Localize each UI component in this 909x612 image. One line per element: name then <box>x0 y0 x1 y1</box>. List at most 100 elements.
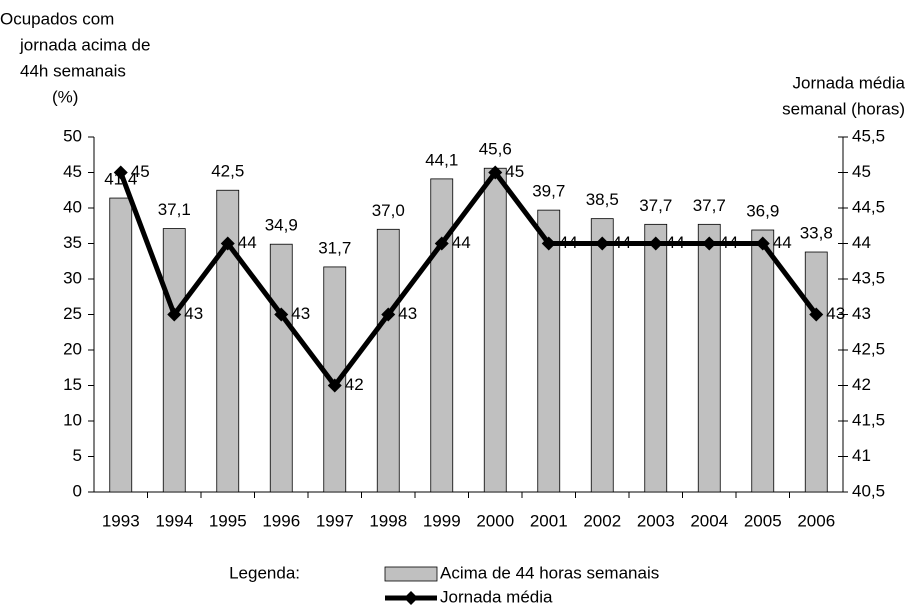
y-tick-label: 0 <box>73 481 82 500</box>
line-value-label: 43 <box>184 304 203 323</box>
y-axis-title: 44h semanais <box>20 61 126 80</box>
y-tick-label: 50 <box>63 126 82 145</box>
y-tick-label: 5 <box>73 446 82 465</box>
bar-value-label: 37,7 <box>693 196 726 215</box>
x-tick-label: 1994 <box>155 511 193 530</box>
y-axis-title: (%) <box>52 87 78 106</box>
bar <box>216 189 240 493</box>
x-tick-label: 1995 <box>209 511 247 530</box>
line-value-label: 44 <box>719 233 738 252</box>
bar <box>430 178 454 493</box>
bar-value-label: 39,7 <box>532 182 565 201</box>
line-value-label: 42 <box>345 375 364 394</box>
line-value-label: 44 <box>773 233 792 252</box>
y2-tick-label: 45,5 <box>852 126 885 145</box>
x-tick-label: 2006 <box>797 511 835 530</box>
line-marker <box>220 236 235 251</box>
bar-value-label: 33,8 <box>800 224 833 243</box>
legend-label: Acima de 44 horas semanais <box>440 563 659 582</box>
bar <box>644 223 668 493</box>
x-tick-label: 2000 <box>476 511 514 530</box>
bar-value-label: 36,9 <box>746 201 779 220</box>
y2-tick-label: 42,5 <box>852 339 885 358</box>
line-marker <box>381 307 396 322</box>
x-tick-label: 2004 <box>690 511 728 530</box>
bar <box>751 229 775 493</box>
x-tick-label: 2003 <box>637 511 675 530</box>
y2-tick-label: 43 <box>852 304 871 323</box>
line-marker <box>327 378 342 393</box>
line-value-label: 45 <box>505 162 524 181</box>
x-tick-label: 2001 <box>530 511 568 530</box>
y-tick-label: 25 <box>63 304 82 323</box>
y2-tick-label: 44 <box>852 233 871 252</box>
bar <box>109 197 133 493</box>
bar <box>537 209 561 493</box>
x-tick-label: 1993 <box>102 511 140 530</box>
line-value-label: 45 <box>131 162 150 181</box>
bar-value-label: 37,0 <box>372 201 405 220</box>
bar <box>590 218 614 493</box>
line-marker <box>702 236 717 251</box>
y2-axis-title: semanal (horas) <box>782 99 905 118</box>
x-tick-label: 2005 <box>744 511 782 530</box>
bar-value-label: 44,1 <box>425 150 458 169</box>
y2-tick-label: 40,5 <box>852 481 885 500</box>
bar-value-label: 34,9 <box>265 216 298 235</box>
line-value-label: 43 <box>291 304 310 323</box>
bar <box>269 243 293 493</box>
x-tick-label: 1999 <box>423 511 461 530</box>
line-marker <box>541 236 556 251</box>
y-tick-label: 45 <box>63 162 82 181</box>
line-value-label: 44 <box>559 233 578 252</box>
y-tick-label: 20 <box>63 339 82 358</box>
bar-value-label: 45,6 <box>479 140 512 159</box>
legend-title: Legenda: <box>229 563 300 582</box>
y-tick-label: 15 <box>63 375 82 394</box>
y2-tick-label: 41,5 <box>852 410 885 429</box>
bar-value-label: 37,1 <box>158 200 191 219</box>
y-axis-title: Ocupados com <box>0 9 114 28</box>
line-marker <box>595 236 610 251</box>
y-tick-label: 40 <box>63 197 82 216</box>
bar <box>804 251 828 493</box>
y2-tick-label: 44,5 <box>852 197 885 216</box>
x-tick-label: 1997 <box>316 511 354 530</box>
line <box>118 170 819 388</box>
line-value-label: 44 <box>452 233 471 252</box>
bar <box>697 223 721 493</box>
y2-tick-label: 41 <box>852 446 871 465</box>
line-value-label: 43 <box>826 304 845 323</box>
bar <box>162 228 186 493</box>
y-tick-label: 10 <box>63 410 82 429</box>
y2-axis-title: Jornada média <box>793 73 906 92</box>
bar <box>483 167 507 493</box>
line-marker <box>809 307 824 322</box>
y-tick-label: 30 <box>63 268 82 287</box>
line-marker <box>434 236 449 251</box>
legend-marker <box>404 591 418 605</box>
y2-tick-label: 42 <box>852 375 871 394</box>
legend-swatch <box>384 566 438 582</box>
y-axis-title: jornada acima de <box>19 35 150 54</box>
y2-tick-label: 43,5 <box>852 268 885 287</box>
line-marker <box>648 236 663 251</box>
bar-value-label: 31,7 <box>318 238 351 257</box>
x-tick-label: 1996 <box>262 511 300 530</box>
line-value-label: 43 <box>398 304 417 323</box>
legend-label: Jornada média <box>440 587 553 606</box>
line-value-label: 44 <box>666 233 685 252</box>
bar-value-label: 37,7 <box>639 196 672 215</box>
line-marker <box>488 165 503 180</box>
y-tick-label: 35 <box>63 233 82 252</box>
line-marker <box>755 236 770 251</box>
bar-value-label: 42,5 <box>211 162 244 181</box>
line-marker <box>167 307 182 322</box>
bar <box>376 228 400 493</box>
bar-value-label: 38,5 <box>586 190 619 209</box>
line-value-label: 44 <box>612 233 631 252</box>
line-marker <box>113 165 128 180</box>
x-tick-label: 1998 <box>369 511 407 530</box>
